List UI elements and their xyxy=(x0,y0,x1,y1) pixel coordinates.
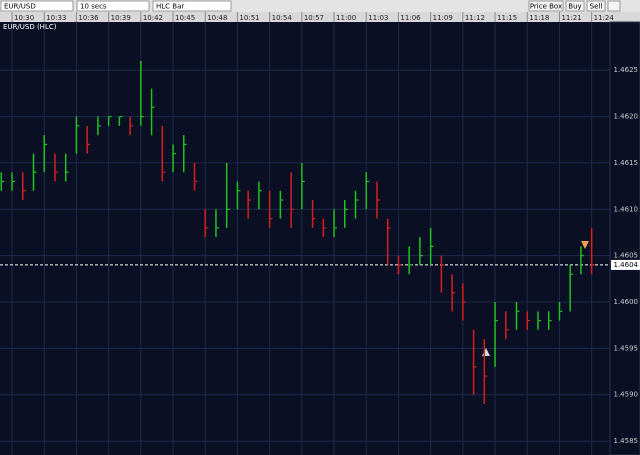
x-tick-label: 10:30 xyxy=(14,14,34,22)
x-tick-label: 10:51 xyxy=(239,14,259,22)
button-label: Price Box xyxy=(530,3,562,11)
buy-button[interactable] xyxy=(565,0,585,12)
x-tick-label: 11:06 xyxy=(400,14,421,22)
button-label: Sell xyxy=(590,3,603,11)
style-dropdown[interactable] xyxy=(152,0,232,12)
interval: 10 secs xyxy=(80,3,107,11)
x-tick-label: 10:54 xyxy=(272,14,293,22)
x-tick-label: 10:57 xyxy=(304,14,324,22)
sell-marker xyxy=(581,241,589,249)
time-axis xyxy=(0,12,640,22)
x-tick-label: 11:24 xyxy=(594,14,615,22)
x-tick-label: 11:12 xyxy=(465,14,485,22)
x-tick-label: 11:00 xyxy=(336,14,356,22)
chart-title: EUR/USD (HLC) xyxy=(3,23,57,31)
price-axis xyxy=(609,21,640,455)
x-tick-label: 10:33 xyxy=(46,14,66,22)
y-tick-label: 1.4585 xyxy=(614,437,639,445)
button-label: Buy xyxy=(568,3,581,11)
symbol-dropdown[interactable] xyxy=(0,0,74,12)
x-tick-label: 10:36 xyxy=(78,14,99,22)
x-tick-label: 10:45 xyxy=(175,14,195,22)
y-tick-label: 1.4625 xyxy=(614,66,639,74)
sell-button[interactable] xyxy=(586,0,606,12)
chart-style: HLC Bar xyxy=(156,3,184,11)
x-tick-label: 11:15 xyxy=(497,14,517,22)
settings-button[interactable] xyxy=(607,0,621,12)
x-tick-label: 11:03 xyxy=(368,14,388,22)
y-tick-label: 1.4600 xyxy=(614,298,639,306)
y-tick-label: 1.4605 xyxy=(614,252,639,260)
x-tick-label: 10:39 xyxy=(111,14,131,22)
symbol: EUR/USD xyxy=(4,3,36,11)
x-tick-label: 11:09 xyxy=(433,14,453,22)
last-price-label: 1.4604 xyxy=(614,261,639,269)
y-tick-label: 1.4610 xyxy=(614,205,639,213)
price-box-button[interactable] xyxy=(528,0,564,12)
y-tick-label: 1.4590 xyxy=(614,391,639,399)
x-tick-label: 11:18 xyxy=(529,14,549,22)
x-tick-label: 10:48 xyxy=(207,14,227,22)
y-tick-label: 1.4615 xyxy=(614,159,639,167)
x-tick-label: 10:42 xyxy=(143,14,163,22)
last-price-box xyxy=(611,259,640,270)
x-tick-label: 11:21 xyxy=(561,14,581,22)
y-tick-label: 1.4595 xyxy=(614,344,639,352)
interval-dropdown[interactable] xyxy=(76,0,150,12)
y-tick-label: 1.4620 xyxy=(614,113,639,121)
